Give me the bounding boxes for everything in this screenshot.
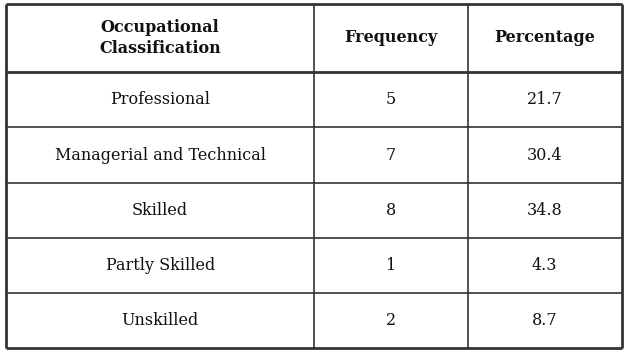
Text: Frequency: Frequency bbox=[344, 29, 438, 46]
Bar bbox=[468, 238, 622, 293]
Bar bbox=[6, 72, 314, 127]
Bar bbox=[6, 127, 314, 183]
Text: 4.3: 4.3 bbox=[532, 257, 558, 274]
Bar bbox=[314, 127, 468, 183]
Text: 34.8: 34.8 bbox=[527, 202, 563, 219]
Text: 2: 2 bbox=[386, 312, 396, 329]
Text: Partly Skilled: Partly Skilled bbox=[106, 257, 215, 274]
Text: Percentage: Percentage bbox=[494, 29, 595, 46]
Text: 8.7: 8.7 bbox=[532, 312, 558, 329]
Text: 21.7: 21.7 bbox=[527, 91, 563, 108]
Bar bbox=[468, 4, 622, 72]
Text: 1: 1 bbox=[386, 257, 396, 274]
Bar bbox=[314, 4, 468, 72]
Text: Occupational
Classification: Occupational Classification bbox=[99, 19, 221, 57]
Text: 8: 8 bbox=[386, 202, 396, 219]
Text: 5: 5 bbox=[386, 91, 396, 108]
Text: Managerial and Technical: Managerial and Technical bbox=[55, 146, 266, 164]
Bar bbox=[314, 293, 468, 348]
Text: Professional: Professional bbox=[110, 91, 210, 108]
Bar bbox=[6, 238, 314, 293]
Bar bbox=[6, 183, 314, 238]
Bar bbox=[314, 183, 468, 238]
Bar bbox=[468, 127, 622, 183]
Text: 30.4: 30.4 bbox=[527, 146, 563, 164]
Bar bbox=[468, 72, 622, 127]
Bar bbox=[6, 293, 314, 348]
Bar bbox=[314, 238, 468, 293]
Text: 7: 7 bbox=[386, 146, 396, 164]
Text: Unskilled: Unskilled bbox=[121, 312, 199, 329]
Bar bbox=[6, 4, 314, 72]
Bar bbox=[314, 72, 468, 127]
Bar bbox=[468, 183, 622, 238]
Text: Skilled: Skilled bbox=[132, 202, 188, 219]
Bar bbox=[468, 293, 622, 348]
